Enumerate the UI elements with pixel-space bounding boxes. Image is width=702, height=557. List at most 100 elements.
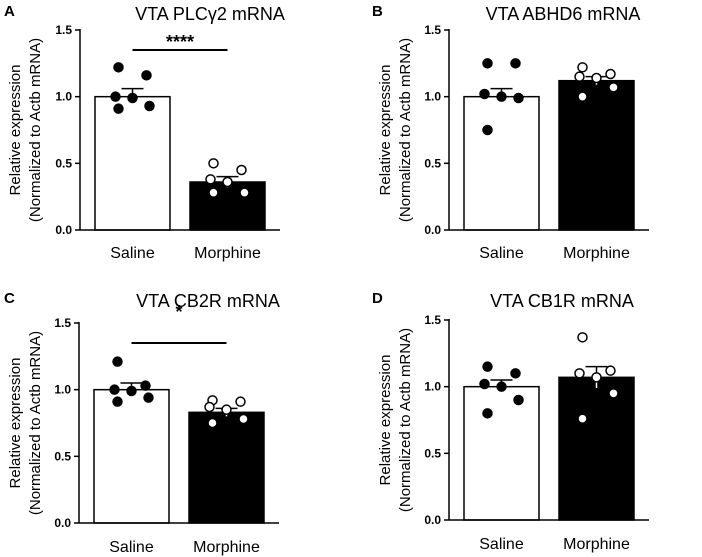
data-point-morphine	[208, 187, 219, 198]
y-axis-label-sub: (Normalized to Actb mRNA)	[397, 38, 414, 222]
panel-letter: D	[372, 290, 383, 307]
y-axis-label-sub: (Normalized to Actb mRNA)	[27, 331, 44, 515]
data-point-saline	[112, 356, 123, 367]
data-point-morphine	[608, 388, 619, 399]
y-axis-label: Relative expression	[7, 358, 24, 489]
data-point-saline	[482, 408, 493, 419]
data-point-morphine	[608, 82, 619, 93]
significance-label: *	[175, 302, 182, 322]
y-tick-label: 0.0	[424, 513, 441, 527]
data-point-saline	[140, 380, 151, 391]
y-tick-label: 0.5	[424, 446, 441, 460]
data-point-morphine	[208, 158, 219, 169]
data-point-morphine	[577, 62, 588, 73]
data-point-saline	[113, 103, 124, 114]
data-point-saline	[143, 392, 154, 403]
panel-letter: C	[4, 290, 15, 307]
data-point-saline	[144, 100, 155, 112]
data-point-saline	[109, 384, 120, 395]
data-point-morphine	[235, 396, 246, 407]
chart-panel-a: A VTA PLCγ2 mRNA Relative expression (Norma…	[4, 3, 285, 262]
data-point-morphine	[221, 404, 232, 415]
bar-morphine	[558, 376, 635, 521]
data-point-morphine	[591, 72, 602, 84]
bar-saline	[463, 95, 540, 231]
data-point-morphine	[577, 332, 588, 343]
data-point-morphine	[239, 187, 250, 198]
bar-morphine	[558, 79, 635, 231]
y-tick-label: 1.0	[55, 90, 72, 104]
data-point-saline	[112, 396, 123, 407]
data-point-morphine	[204, 401, 215, 413]
x-tick-label-saline: Saline	[479, 245, 524, 262]
chart-title: VTA PLCγ2 mRNA	[135, 4, 285, 24]
bar-morphine	[188, 411, 265, 524]
y-tick-label: 1.0	[424, 380, 441, 394]
chart-title: VTA CB1R mRNA	[490, 291, 634, 311]
x-tick-label-morphine: Morphine	[563, 245, 630, 262]
data-point-morphine	[222, 176, 233, 188]
data-point-saline	[482, 58, 493, 69]
data-point-saline	[479, 378, 490, 390]
data-point-morphine	[577, 413, 588, 424]
data-point-morphine	[207, 417, 218, 429]
data-point-saline	[513, 394, 524, 406]
data-point-saline	[141, 70, 152, 81]
data-point-morphine	[574, 71, 585, 82]
panel-letter: B	[372, 3, 383, 20]
y-tick-label: 0.5	[54, 449, 71, 463]
y-tick-label: 0.0	[55, 223, 72, 237]
y-tick-label: 1.5	[424, 23, 441, 37]
data-point-saline	[482, 124, 493, 136]
data-point-saline	[126, 385, 137, 397]
data-point-morphine	[605, 365, 616, 376]
chart-panel-b: B VTA ABHD6 mRNA Relative expression (Norma…	[372, 3, 649, 262]
data-point-saline	[496, 381, 507, 392]
x-tick-label-morphine: Morphine	[193, 539, 260, 556]
data-point-morphine	[574, 368, 585, 379]
significance-label: ****	[166, 32, 194, 52]
y-axis-label-sub: (Normalized to Actb mRNA)	[27, 38, 44, 222]
y-axis-label: Relative expression	[377, 355, 394, 486]
x-tick-label-saline: Saline	[109, 539, 154, 556]
y-tick-label: 1.5	[424, 313, 441, 327]
data-point-saline	[510, 368, 521, 379]
data-point-saline	[513, 92, 524, 104]
y-axis-label: Relative expression	[377, 65, 394, 196]
data-point-morphine	[205, 174, 216, 185]
y-tick-label: 0.0	[424, 223, 441, 237]
data-point-morphine	[238, 413, 249, 425]
chart-panel-d: D VTA CB1R mRNA Relative expression (Normal…	[372, 290, 649, 553]
data-point-morphine	[605, 68, 616, 80]
y-tick-label: 1.5	[55, 23, 72, 37]
chart-panel-c: C VTA CB2R mRNA Relative expression (Normal…	[4, 290, 280, 556]
data-point-morphine	[591, 372, 602, 383]
x-tick-label-morphine: Morphine	[194, 245, 261, 262]
data-point-morphine	[236, 164, 247, 176]
bar-saline	[463, 385, 540, 521]
y-tick-label: 1.0	[54, 383, 71, 397]
data-point-morphine	[577, 91, 588, 102]
panel-letter: A	[4, 3, 15, 20]
y-tick-label: 0.0	[54, 516, 71, 530]
x-tick-label-morphine: Morphine	[563, 536, 630, 553]
bar-morphine	[189, 181, 266, 231]
data-point-saline	[510, 58, 521, 69]
y-tick-label: 1.0	[424, 90, 441, 104]
data-point-saline	[482, 361, 493, 372]
x-tick-label-saline: Saline	[479, 536, 524, 553]
y-tick-label: 0.5	[424, 156, 441, 170]
data-point-saline	[113, 62, 124, 73]
y-axis-label-sub: (Normalized to Actb mRNA)	[397, 328, 414, 512]
bar-saline	[94, 95, 171, 231]
y-axis-label: Relative expression	[7, 65, 24, 196]
x-tick-label-saline: Saline	[110, 245, 155, 262]
data-point-saline	[496, 91, 507, 102]
y-tick-label: 0.5	[55, 156, 72, 170]
bar-saline	[93, 388, 170, 524]
y-tick-label: 1.5	[54, 316, 71, 330]
data-point-saline	[127, 92, 138, 104]
data-point-saline	[479, 88, 490, 100]
data-point-saline	[110, 91, 121, 102]
